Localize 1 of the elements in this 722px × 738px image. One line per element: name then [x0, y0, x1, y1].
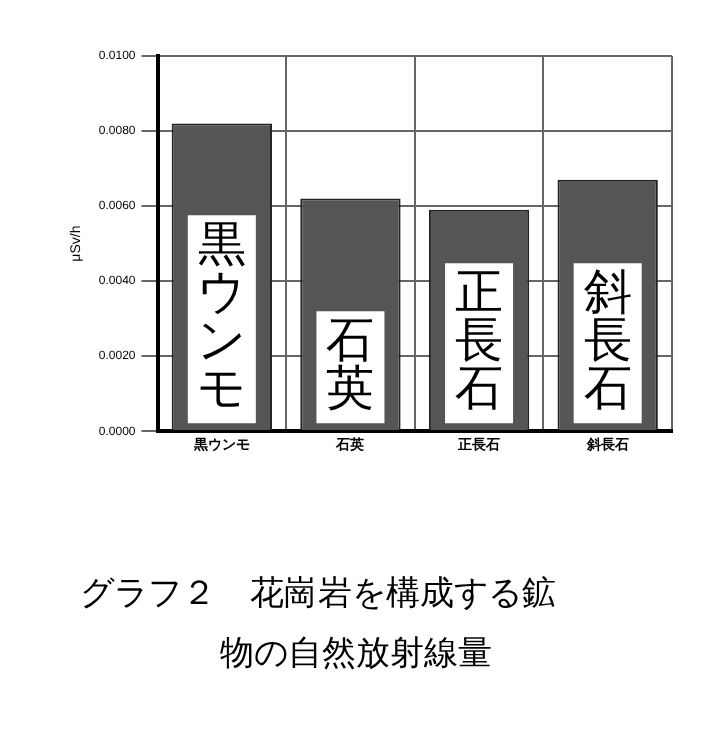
text: グラフ２ 花崗岩を構成する鉱物の自然放射線量 [80, 572, 558, 676]
